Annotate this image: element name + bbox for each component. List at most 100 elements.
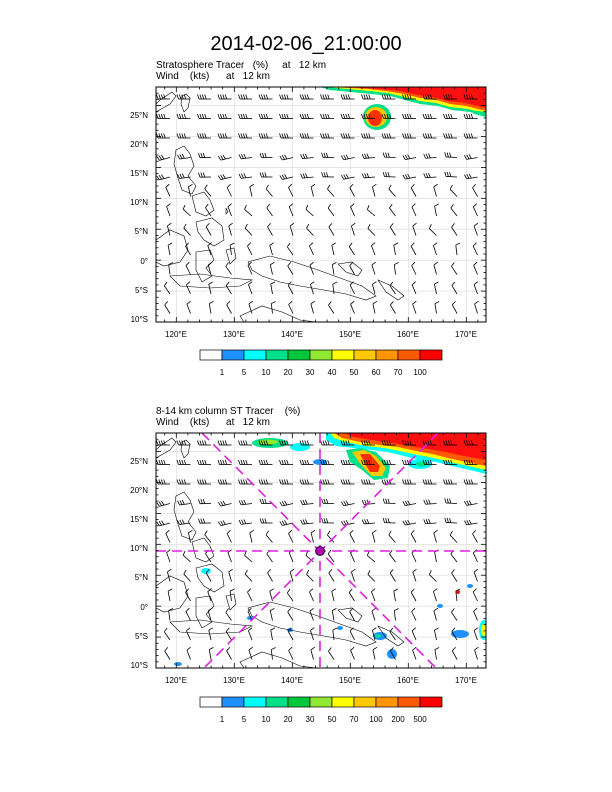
colorbar-box: [419, 696, 443, 708]
wind-barb: [350, 300, 355, 314]
wind-barb: [217, 174, 232, 181]
panel1-lon-label: 130°E: [223, 330, 245, 339]
wind-barb: [327, 184, 335, 197]
panel1-colorbar-label: 70: [394, 368, 403, 377]
wind-barb: [382, 152, 396, 158]
wind-barb: [217, 500, 232, 507]
wind-barb: [332, 627, 338, 641]
panel2-lon-label: 120°E: [165, 676, 187, 685]
wind-barb: [182, 204, 191, 217]
wind-barb: [248, 300, 253, 314]
wind-barb: [451, 646, 458, 660]
wind-barb: [244, 550, 253, 563]
wind-barb: [167, 568, 172, 582]
wind-barb: [247, 242, 253, 256]
wind-barb: [393, 262, 399, 275]
panel2-lat-label: 5°N: [135, 573, 149, 582]
wind-barb: [389, 281, 396, 295]
wind-barb: [207, 242, 212, 256]
wind-barb: [433, 183, 438, 197]
wind-barb: [340, 440, 355, 446]
wind-barb: [198, 153, 212, 159]
wind-barb: [258, 113, 273, 119]
wind-barb: [331, 608, 337, 621]
wind-barb: [381, 440, 396, 446]
wind-barb: [156, 94, 170, 100]
panel2-tracer-dot: [337, 626, 343, 630]
colorbar-box: [221, 349, 245, 361]
panel2-coast-australia: [239, 651, 317, 668]
wind-barb: [197, 479, 211, 485]
wind-barb: [310, 646, 316, 660]
wind-barb: [412, 646, 417, 660]
wind-barb: [433, 529, 438, 543]
wind-barb: [411, 203, 417, 217]
wind-barb: [208, 647, 214, 660]
wind-barb: [340, 173, 355, 180]
wind-barb: [393, 608, 399, 621]
wind-barb: [305, 550, 314, 563]
wind-barb: [463, 459, 478, 465]
wind-barb: [411, 261, 417, 275]
wind-barb: [381, 459, 396, 465]
wind-barb: [464, 500, 478, 506]
wind-barb: [463, 479, 478, 485]
wind-barb: [299, 94, 314, 100]
panel1-lon-label: 170°E: [455, 330, 477, 339]
wind-barb: [300, 173, 314, 179]
wind-barb: [299, 113, 314, 119]
panel1-colorbar-label: 20: [284, 368, 293, 377]
wind-barb: [463, 94, 478, 100]
colorbar-box: [287, 696, 311, 708]
wind-barb: [182, 550, 191, 563]
wind-barb: [226, 300, 232, 314]
wind-barb: [167, 242, 173, 256]
wind-barb: [289, 222, 295, 236]
wind-barb: [258, 133, 273, 139]
panel1-caption-line1: Stratosphere Tracer (%) at 12 km: [156, 60, 327, 71]
wind-barb: [402, 519, 417, 526]
wind-barb: [328, 569, 335, 582]
wind-barb: [238, 440, 252, 446]
wind-barb: [340, 133, 355, 139]
wind-barb: [361, 440, 375, 446]
wind-barb: [238, 113, 252, 119]
wind-barb: [320, 459, 334, 465]
wind-barb: [279, 440, 293, 446]
wind-barb: [299, 440, 314, 446]
wind-barb: [320, 113, 334, 119]
wind-barb: [433, 607, 439, 621]
wind-barb: [402, 133, 416, 139]
wind-barb: [321, 172, 335, 178]
panel1-coast-luzon: [173, 145, 197, 195]
wind-barb: [228, 568, 233, 582]
wind-barb: [443, 440, 457, 446]
wind-barb: [247, 261, 253, 275]
panel2-caption-line1: 8-14 km column ST Tracer (%): [156, 406, 301, 417]
wind-barb: [390, 647, 396, 660]
wind-barb: [267, 223, 273, 236]
wind-barb: [228, 222, 233, 236]
wind-barb: [300, 519, 314, 525]
wind-barb: [473, 607, 478, 621]
wind-barb: [238, 459, 252, 465]
wind-barb: [402, 440, 416, 446]
wind-barb: [156, 133, 170, 139]
wind-barb: [393, 588, 399, 602]
wind-barb: [300, 153, 314, 160]
wind-barb: [259, 172, 273, 178]
panel2-lat-label: 10°S: [131, 661, 148, 670]
panel2-coast-taiwan: [180, 439, 191, 459]
wind-barb: [197, 133, 211, 139]
wind-barb: [207, 588, 212, 602]
panel2-coast-sulawesi: [195, 595, 215, 629]
panel1-colorbar-label: 50: [350, 368, 359, 377]
wind-barb: [382, 498, 396, 504]
panel2-colorbar-label: 20: [284, 715, 293, 724]
panel1-lat-label: 10°S: [131, 315, 148, 324]
wind-barb: [229, 242, 235, 256]
panel1-tracer-blob-core: [368, 110, 382, 126]
wind-barb: [238, 499, 253, 506]
panel1-coast-australia: [239, 305, 317, 322]
wind-barb: [176, 459, 191, 465]
